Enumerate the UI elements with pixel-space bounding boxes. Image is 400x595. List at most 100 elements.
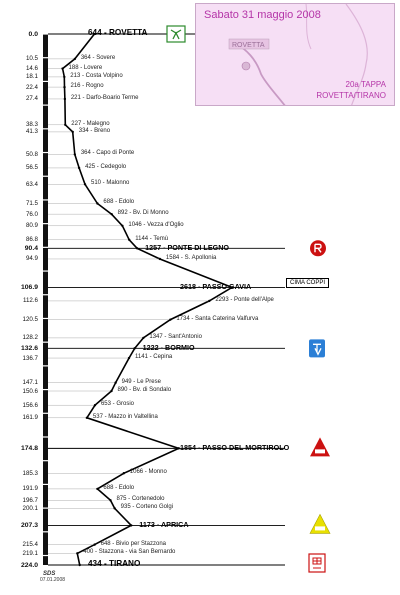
waypoint-name: Vezza d'Oglio bbox=[147, 221, 184, 228]
waypoint-marker bbox=[230, 286, 234, 289]
sds-logo: SDS bbox=[43, 571, 56, 577]
waypoint-name: Cedegolo bbox=[100, 163, 127, 170]
km-label: 38.3 bbox=[25, 121, 38, 129]
waypoint-name: APRICA bbox=[160, 520, 189, 530]
km-label: 200.1 bbox=[22, 504, 38, 512]
waypoint-marker bbox=[110, 212, 113, 216]
km-label: 27.4 bbox=[25, 95, 38, 103]
label-separator: - bbox=[131, 378, 137, 385]
waypoint-name: Lovere bbox=[83, 64, 103, 71]
km-label: 76.0 bbox=[25, 210, 38, 218]
label-separator: - bbox=[127, 387, 133, 393]
km-label: 10.5 bbox=[25, 55, 38, 63]
finish-line-icon bbox=[308, 553, 326, 573]
axis-tick bbox=[43, 80, 48, 83]
label-separator: - bbox=[189, 315, 196, 322]
waypoint-marker bbox=[63, 75, 66, 79]
waypoint-label: 688 - Edolo bbox=[103, 485, 134, 492]
waypoint-altitude: 213 bbox=[70, 72, 81, 79]
waypoint-name: Stazzona - via San Bernardo bbox=[98, 549, 176, 556]
waypoint-name: Sant'Antonio bbox=[168, 333, 202, 340]
waypoint-altitude: 653 bbox=[100, 401, 111, 408]
waypoint-label: 334 - Breno bbox=[79, 128, 110, 135]
waypoint-label: 188 - Lovere bbox=[69, 65, 103, 72]
waypoint-marker bbox=[128, 238, 131, 241]
waypoint-name: Monno bbox=[148, 469, 167, 476]
waypoint-label: 1257 - PONTE DI LEGNO bbox=[145, 244, 229, 251]
waypoint-label: 1734 - Santa Caterina Valfurva bbox=[176, 316, 258, 323]
waypoint-marker bbox=[73, 153, 77, 156]
waypoint-name: Bv. Di Monno bbox=[133, 210, 169, 217]
waypoint-altitude: 1066 bbox=[129, 469, 144, 476]
waypoint-label: 227 - Malegno bbox=[71, 121, 109, 128]
mortirolo-gpm-icon bbox=[310, 437, 330, 457]
waypoint-label: 1046 - Vezza d'Oglio bbox=[128, 222, 183, 229]
km-label: 50.8 bbox=[25, 150, 38, 158]
route-map-icon: ROVETTA bbox=[228, 4, 368, 105]
waypoint-marker bbox=[135, 247, 139, 250]
label-separator: - bbox=[93, 549, 99, 556]
waypoint-marker bbox=[63, 97, 67, 101]
km-label: 90.4 bbox=[24, 244, 38, 252]
waypoint-altitude: 892 bbox=[117, 210, 128, 217]
waypoint-marker bbox=[93, 404, 97, 407]
waypoint-marker bbox=[109, 499, 112, 502]
waypoint-name: PASSO GAVIA bbox=[202, 282, 252, 292]
waypoint-altitude: 1257 bbox=[145, 243, 162, 253]
axis-tick bbox=[43, 175, 48, 177]
km-label: 196.7 bbox=[22, 496, 38, 504]
axis-tick bbox=[43, 412, 48, 414]
waypoint-label: 1173 - APRICA bbox=[139, 521, 188, 528]
waypoint-name: Costa Volpino bbox=[85, 72, 123, 79]
waypoint-marker bbox=[77, 166, 81, 170]
km-label: 128.2 bbox=[22, 334, 38, 342]
km-label: 132.6 bbox=[20, 344, 38, 352]
waypoint-altitude: 1141 bbox=[135, 354, 148, 361]
waypoint-label: 935 - Corteno Golgi bbox=[121, 504, 173, 511]
waypoint-marker bbox=[169, 318, 172, 321]
waypoint-name: Bivio per Stazzona bbox=[115, 540, 167, 547]
km-label: 191.9 bbox=[22, 485, 38, 493]
waypoint-label: 2618 - PASSO GAVIA bbox=[180, 283, 251, 290]
axis-tick bbox=[43, 460, 48, 462]
waypoint-label: 648 - Bivio per Stazzona bbox=[101, 541, 166, 548]
axis-tick bbox=[43, 246, 48, 248]
axis-tick bbox=[43, 531, 48, 533]
cima-coppi-badge: CIMA COPPI bbox=[286, 278, 330, 288]
label-separator: - bbox=[80, 72, 86, 79]
waypoint-label: 434 - TIRANO bbox=[88, 559, 141, 568]
waypoint-name: BORMIO bbox=[165, 343, 195, 353]
waypoint-altitude: 227 bbox=[71, 120, 82, 127]
waypoint-altitude: 364 bbox=[80, 150, 91, 157]
waypoint-name: PASSO DEL MORTIROLO bbox=[202, 443, 290, 453]
aprica-gpm-icon bbox=[309, 513, 331, 534]
label-separator: - bbox=[147, 354, 154, 361]
waypoint-label: 425 - Cedegolo bbox=[85, 164, 126, 171]
waypoint-altitude: 364 bbox=[80, 54, 91, 61]
waypoint-label: 216 - Rogno bbox=[71, 83, 104, 90]
km-label: 219.1 bbox=[22, 549, 38, 557]
waypoint-altitude: 1173 bbox=[139, 520, 155, 530]
label-separator: - bbox=[101, 180, 107, 187]
label-separator: - bbox=[80, 94, 87, 101]
waypoint-label: 1141 - Cepina bbox=[135, 354, 172, 361]
km-label: 185.3 bbox=[22, 469, 38, 477]
stage-inset-panel: ROVETTA Sabato 31 maggio 2008 20a TAPPA … bbox=[195, 3, 395, 106]
waypoint-name: Malegno bbox=[86, 120, 110, 127]
label-separator: - bbox=[158, 343, 166, 353]
waypoint-name: TIRANO bbox=[108, 559, 141, 568]
label-separator: - bbox=[127, 210, 133, 217]
label-separator: - bbox=[78, 64, 84, 71]
waypoint-altitude: 1046 bbox=[128, 221, 142, 228]
label-separator: - bbox=[228, 296, 235, 303]
km-label: 56.5 bbox=[25, 164, 38, 172]
waypoint-marker bbox=[142, 336, 145, 340]
km-label: 161.9 bbox=[22, 414, 38, 422]
waypoint-name: Corteno Golgi bbox=[136, 504, 174, 511]
waypoint-marker bbox=[133, 347, 136, 350]
label-separator: - bbox=[81, 120, 87, 127]
label-separator: - bbox=[154, 520, 161, 530]
axis-tick bbox=[43, 341, 48, 343]
waypoint-altitude: 434 bbox=[88, 559, 102, 568]
